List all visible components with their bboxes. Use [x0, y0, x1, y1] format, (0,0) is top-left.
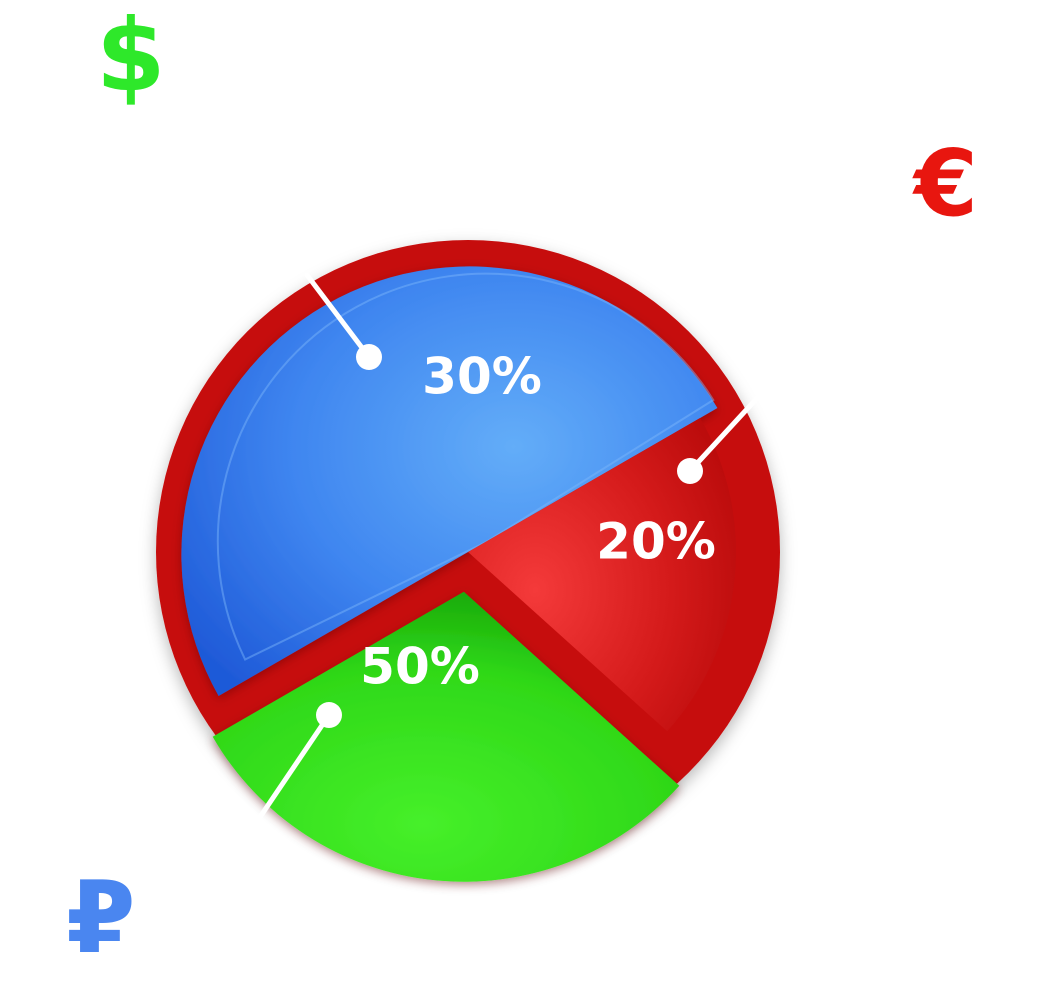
callout-dot — [316, 702, 342, 728]
pie-slice — [181, 266, 718, 696]
callout-line — [251, 712, 332, 829]
pie-slice — [212, 591, 680, 882]
callout-dot — [356, 344, 382, 370]
pie-callouts — [251, 272, 763, 829]
slice-label: 30% — [422, 348, 542, 406]
slice-label: 20% — [596, 513, 716, 571]
dollar-sign-icon: $ — [96, 0, 166, 114]
pie-slice — [468, 418, 737, 732]
pie-labels: 50% 20% 30% — [360, 348, 716, 696]
euro-sign-icon: € — [914, 130, 979, 237]
pie-slice-highlight — [216, 272, 715, 661]
callout-dot — [677, 458, 703, 484]
ruble-sign-icon: ₽ — [66, 859, 136, 976]
slice-label: 50% — [360, 638, 480, 696]
callout-line — [687, 392, 763, 474]
pie-slices — [181, 266, 737, 882]
callout-line — [304, 272, 372, 360]
